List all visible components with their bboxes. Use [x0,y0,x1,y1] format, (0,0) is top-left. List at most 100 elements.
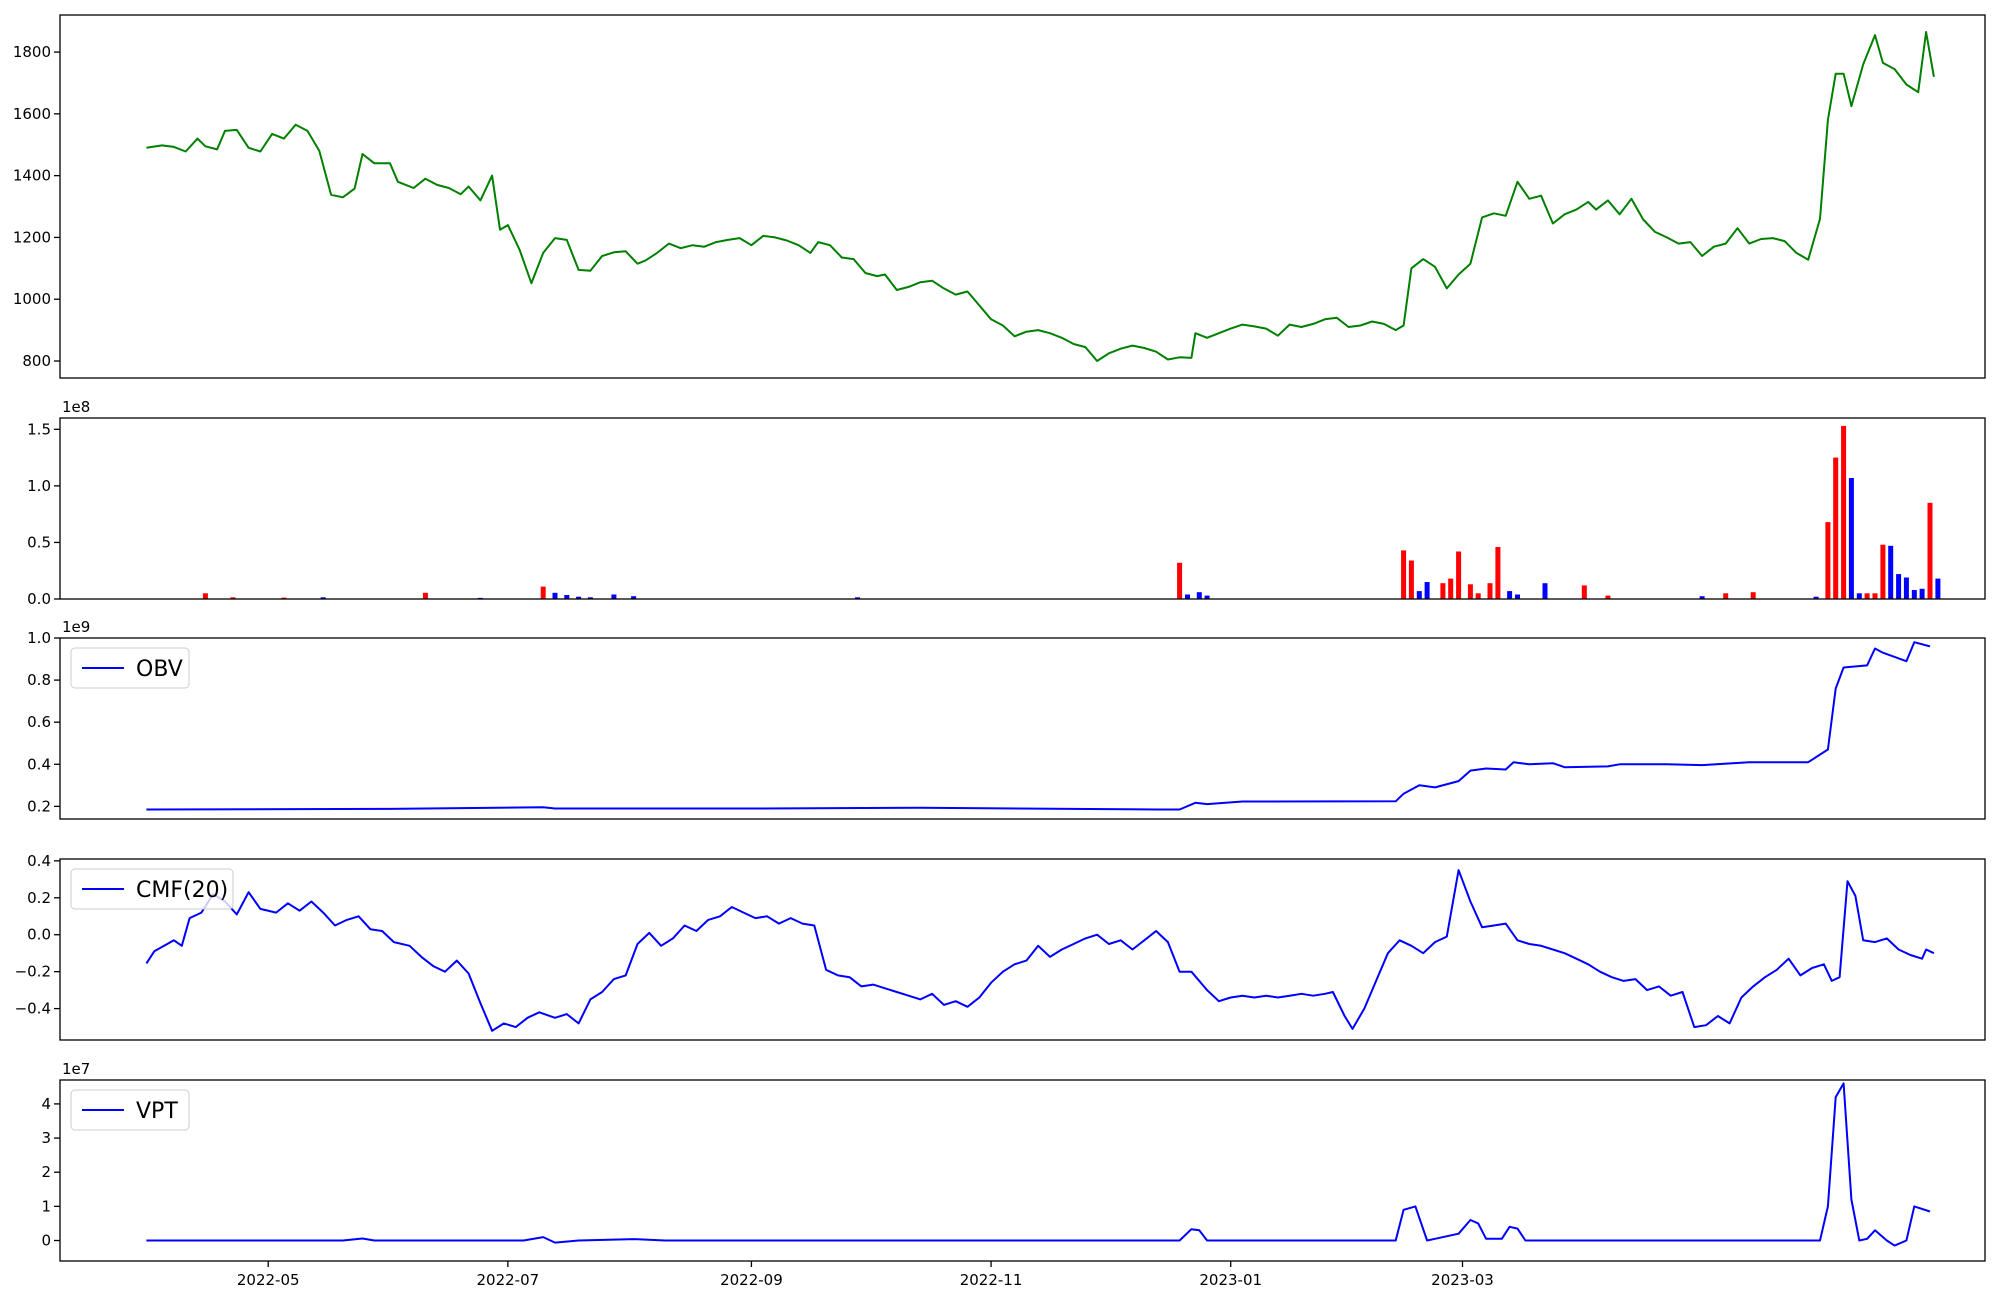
xtick-label: 2022-09 [720,1271,783,1289]
volume-bar [1177,562,1183,599]
vpt-offset-label: 1e7 [62,1060,90,1078]
price-ytick-label: 800 [22,352,51,370]
volume-bar [855,597,860,599]
volume-bar [1825,522,1831,599]
obv-axes-frame [59,637,1986,820]
price-ytick-label: 1600 [13,105,51,123]
volume-bar [1911,590,1917,599]
volume-panel: 0.0 0.5 1.0 1.5 1e8 [27,398,1986,608]
volume-bar [611,594,617,599]
volume-ytick-label: 0.0 [27,590,51,608]
cmf-panel: −0.4 −0.2 0.0 0.2 0.4 CMF(20) [15,852,1986,1041]
cmf-series-line [145,869,1935,1032]
price-panel: 800 1000 1200 1400 1600 1800 [13,14,1986,379]
volume-bar [552,592,558,599]
volume-bar [1185,594,1190,599]
volume-ytick-label: 1.0 [27,477,51,495]
vpt-series-line [146,1082,1931,1247]
volume-bar [1833,457,1839,599]
vpt-ytick-label: 3 [41,1129,51,1147]
obv-ytick-label: 1.0 [27,629,51,647]
obv-ytick-label: 0.6 [27,713,51,731]
volume-bar [1841,425,1847,599]
volume-bar [1699,596,1705,599]
cmf-legend-label: CMF(20) [136,878,228,903]
xtick-label: 2023-01 [1199,1271,1262,1289]
volume-bar [1903,577,1909,599]
vpt-ytick-label: 2 [41,1163,51,1181]
volume-offset-label: 1e8 [62,398,90,416]
volume-bar [1848,478,1854,599]
obv-ytick-label: 0.2 [27,797,51,815]
volume-bar [1440,583,1446,599]
volume-bar [1448,578,1454,599]
volume-bar [564,595,570,599]
price-axes-frame [59,14,1986,379]
cmf-ytick-label: −0.4 [15,1000,51,1018]
price-ytick-label: 1800 [13,43,51,61]
obv-ytick-label: 0.8 [27,671,51,689]
price-ytick-label: 1000 [13,290,51,308]
volume-ytick-label: 1.5 [27,420,51,438]
vpt-legend-label: VPT [136,1099,178,1124]
cmf-ytick-label: 0.0 [27,926,51,944]
volume-bar [1495,547,1501,599]
obv-series-line [146,641,1931,811]
volume-bar [576,596,582,599]
vpt-axes-frame [59,1079,1986,1262]
volume-bar [230,597,236,599]
vpt-panel: 0 1 2 3 4 1e7 VPT 2022-05 2022-07 2022-09 2022-11 2… [41,1060,1986,1289]
price-ytick-label: 1400 [13,167,51,185]
vpt-legend: VPT [70,1089,190,1131]
cmf-ytick-label: 0.4 [27,852,51,870]
volume-bar [1896,574,1902,599]
volume-axes-frame [59,417,1986,600]
obv-ytick-label: 0.4 [27,755,51,773]
volume-bar [1408,560,1414,599]
volume-bar [422,592,428,599]
obv-offset-label: 1e9 [62,618,90,636]
volume-bar [1888,545,1894,599]
obv-legend: OBV [70,647,190,689]
volume-bar [1424,582,1430,599]
volume-bar [1475,593,1481,599]
cmf-legend: CMF(20) [70,868,234,910]
obv-legend-label: OBV [136,657,183,682]
volume-bar [1864,593,1870,599]
volume-bar [1507,591,1513,599]
volume-bar [1542,583,1548,599]
vpt-ytick-label: 0 [41,1232,51,1250]
volume-bar [1872,593,1878,599]
volume-bar [1927,502,1933,599]
volume-bar [281,597,287,599]
volume-bar [631,596,637,599]
xtick-label: 2022-07 [477,1271,540,1289]
volume-bar [320,597,326,599]
cmf-ytick-label: 0.2 [27,889,51,907]
volume-bar [1581,585,1587,599]
volume-bar [1515,594,1520,599]
price-ytick-label: 1200 [13,228,51,246]
volume-bar [202,593,208,599]
volume-bar [1813,596,1819,599]
volume-bar [1919,588,1925,599]
vpt-ytick-label: 1 [41,1197,51,1215]
volume-bar [540,586,546,599]
volume-bar [1856,593,1862,599]
xtick-label: 2022-11 [960,1271,1023,1289]
cmf-ytick-label: −0.2 [15,963,51,981]
volume-bar [1456,551,1462,599]
obv-panel: 0.2 0.4 0.6 0.8 1.0 1e9 OBV [27,618,1986,820]
volume-bar [1880,544,1886,599]
xtick-label: 2022-05 [237,1271,300,1289]
volume-bar [1723,593,1729,599]
xtick-label: 2023-03 [1431,1271,1494,1289]
volume-bar [1196,592,1202,599]
volume-bar [1467,584,1473,599]
price-series-line [146,31,1935,362]
volume-bar [1935,578,1941,599]
cmf-axes-frame [59,858,1986,1041]
volume-bar [1416,591,1422,599]
volume-bar [1204,595,1210,599]
